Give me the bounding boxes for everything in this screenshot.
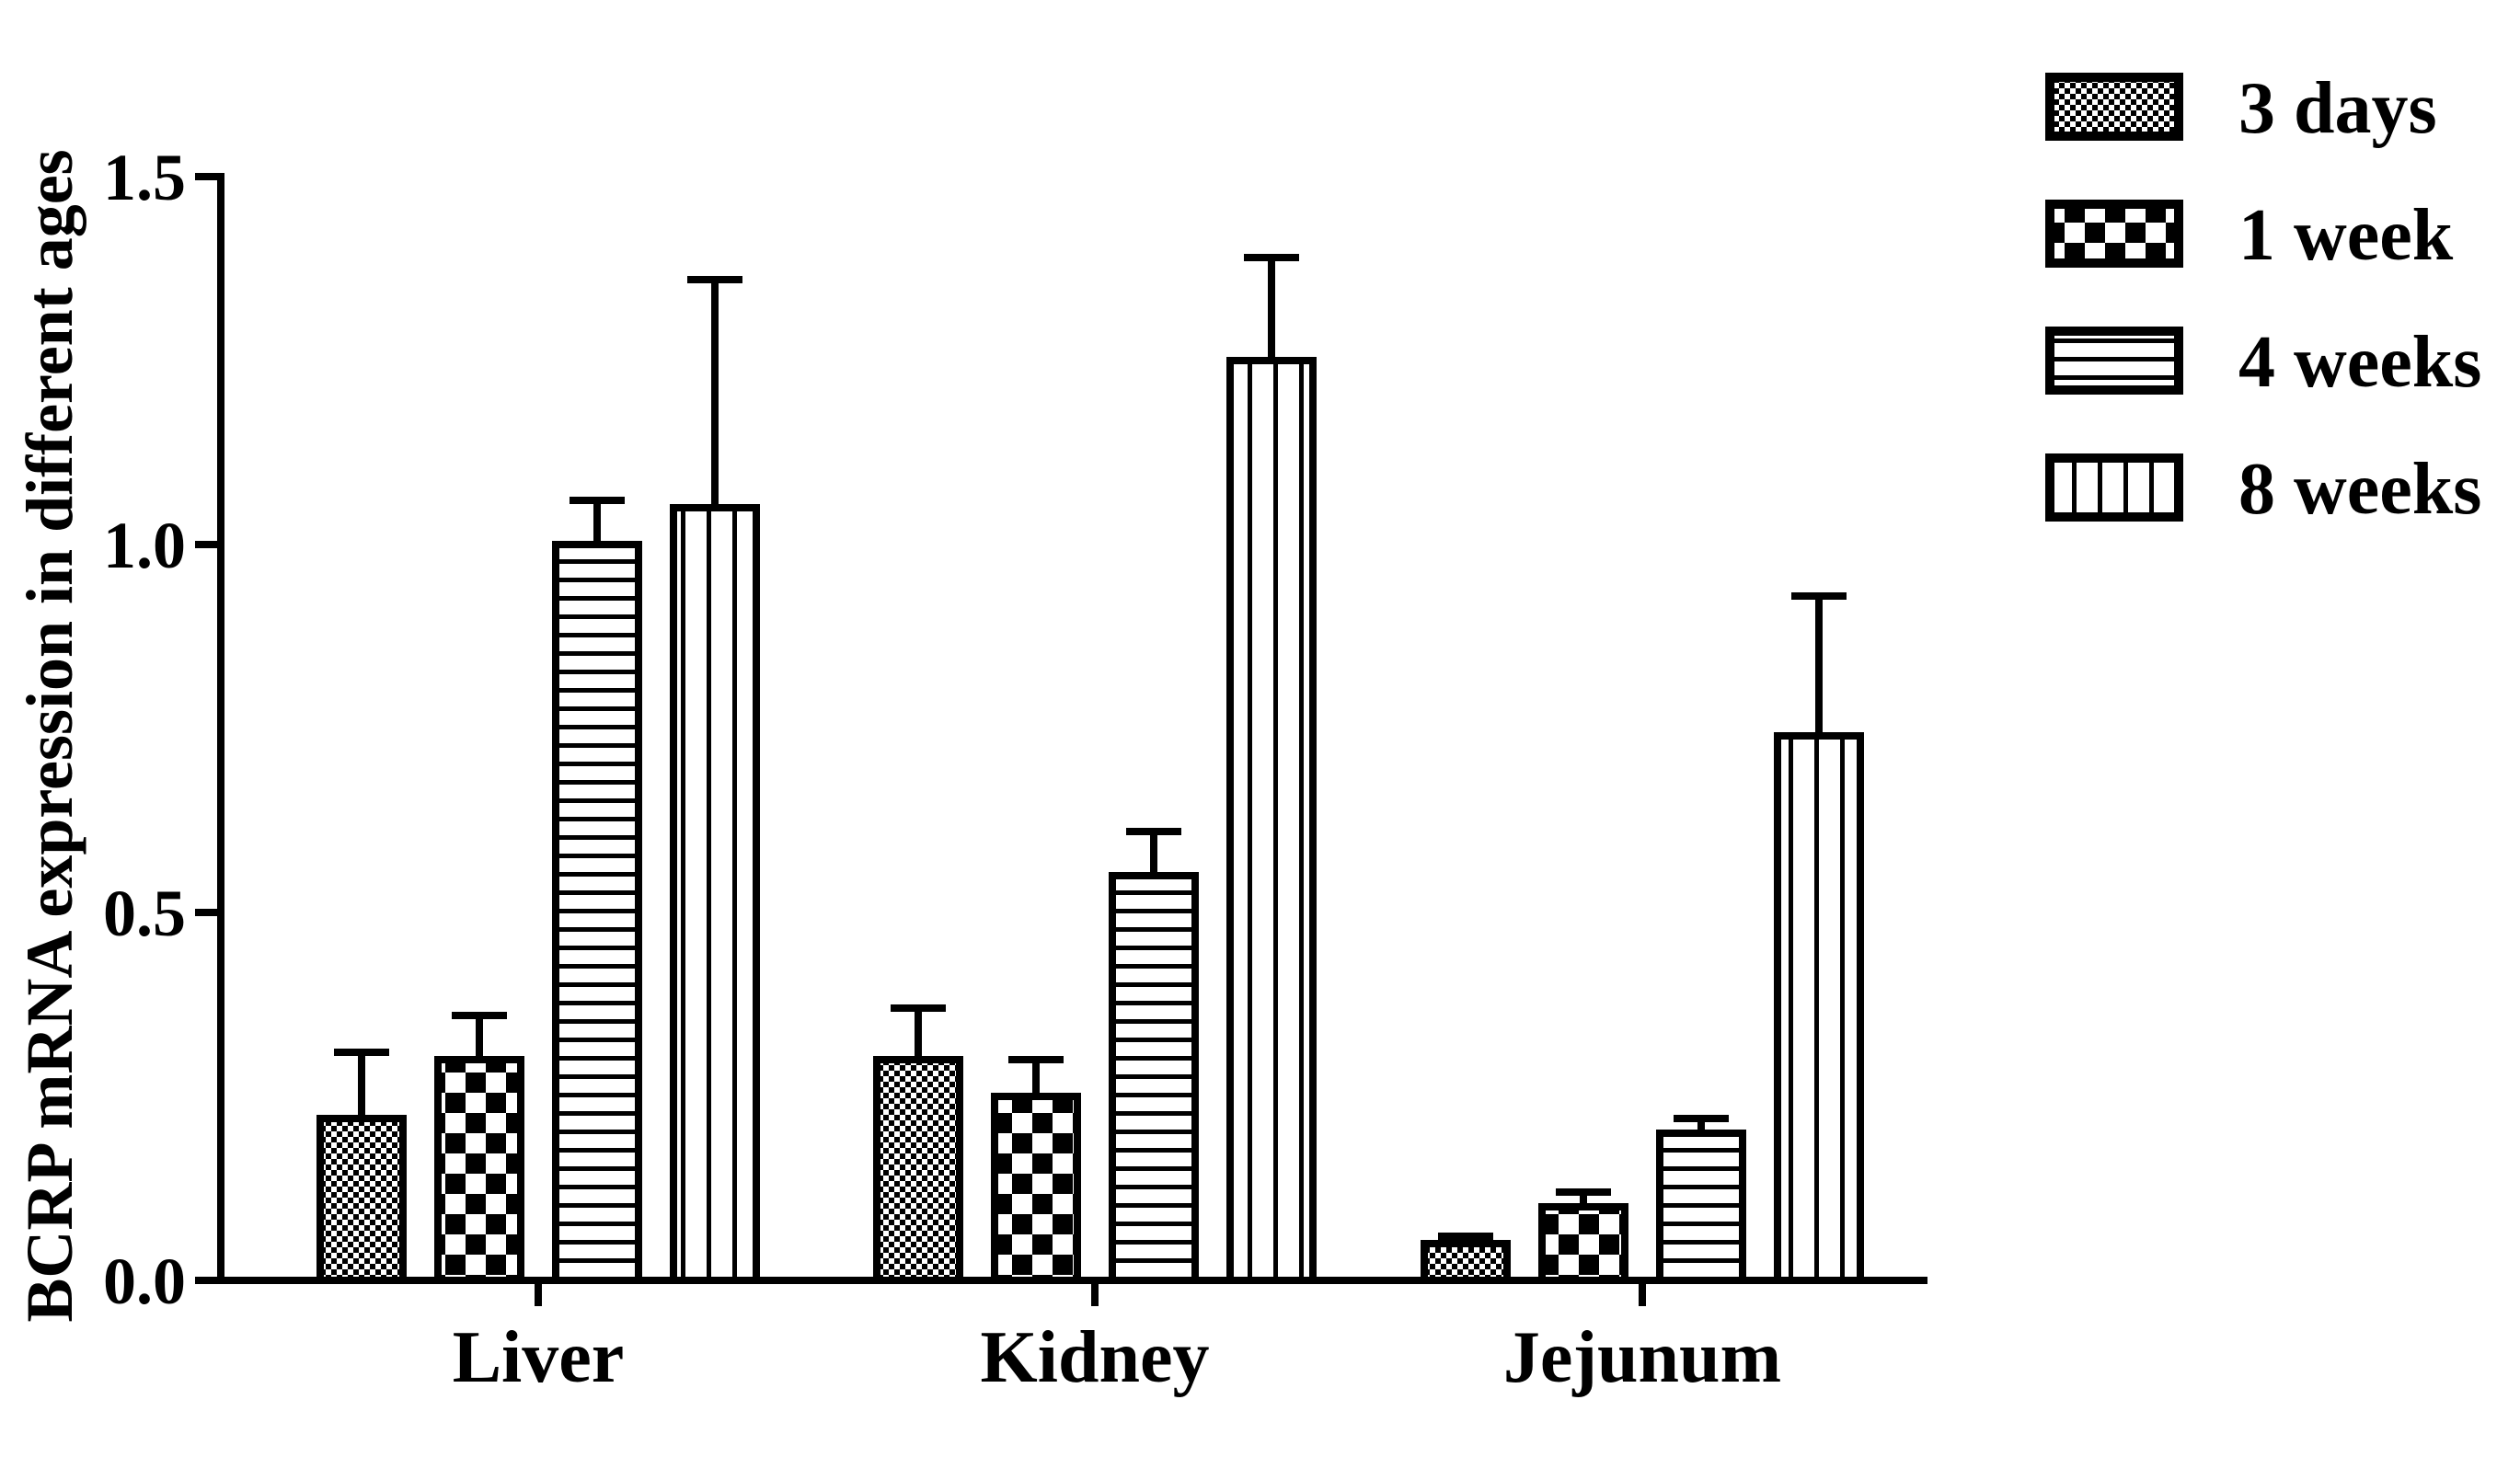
bar-1-week-jejunum — [1538, 1203, 1628, 1284]
bar-8-weeks-kidney — [1226, 357, 1317, 1284]
bar-3-days-liver — [316, 1115, 407, 1284]
legend: 3 days 1 week 4 weeks 8 weeks — [2045, 68, 2481, 530]
legend-swatch — [2045, 200, 2183, 268]
bar-8-weeks-liver — [670, 504, 760, 1284]
legend-label: 4 weeks — [2238, 322, 2481, 403]
axes: 0.0 0.5 1.0 1.5 Liver Kidney Jejunum — [103, 141, 1927, 1398]
bar-1-week-kidney — [991, 1093, 1081, 1284]
bar-1-week-liver — [434, 1056, 524, 1284]
y-tick-label: 1.5 — [103, 141, 186, 214]
bar-4-weeks-liver — [552, 541, 642, 1284]
legend-swatch — [2045, 327, 2183, 395]
y-tick-label: 0.5 — [103, 877, 186, 950]
bar-8-weeks-jejunum — [1774, 732, 1864, 1284]
y-axis-label: BCRP mRNA expression in different ages — [13, 149, 86, 1322]
legend-swatch — [2045, 73, 2183, 141]
legend-label: 1 week — [2238, 195, 2454, 276]
x-tick-label: Jejunum — [1503, 1317, 1781, 1398]
legend-swatch — [2045, 453, 2183, 522]
bar-4-weeks-kidney — [1109, 872, 1199, 1284]
y-tick-label: 1.0 — [103, 509, 186, 582]
legend-label: 3 days — [2238, 68, 2437, 149]
x-tick-label: Liver — [453, 1317, 625, 1398]
bar-3-days-jejunum — [1421, 1240, 1511, 1284]
y-tick-label: 0.0 — [103, 1245, 186, 1318]
bar-3-days-kidney — [873, 1056, 963, 1284]
legend-label: 8 weeks — [2238, 449, 2481, 530]
bar-4-weeks-jejunum — [1656, 1130, 1746, 1284]
bars-group — [316, 254, 1864, 1284]
x-tick-label: Kidney — [981, 1317, 1210, 1398]
